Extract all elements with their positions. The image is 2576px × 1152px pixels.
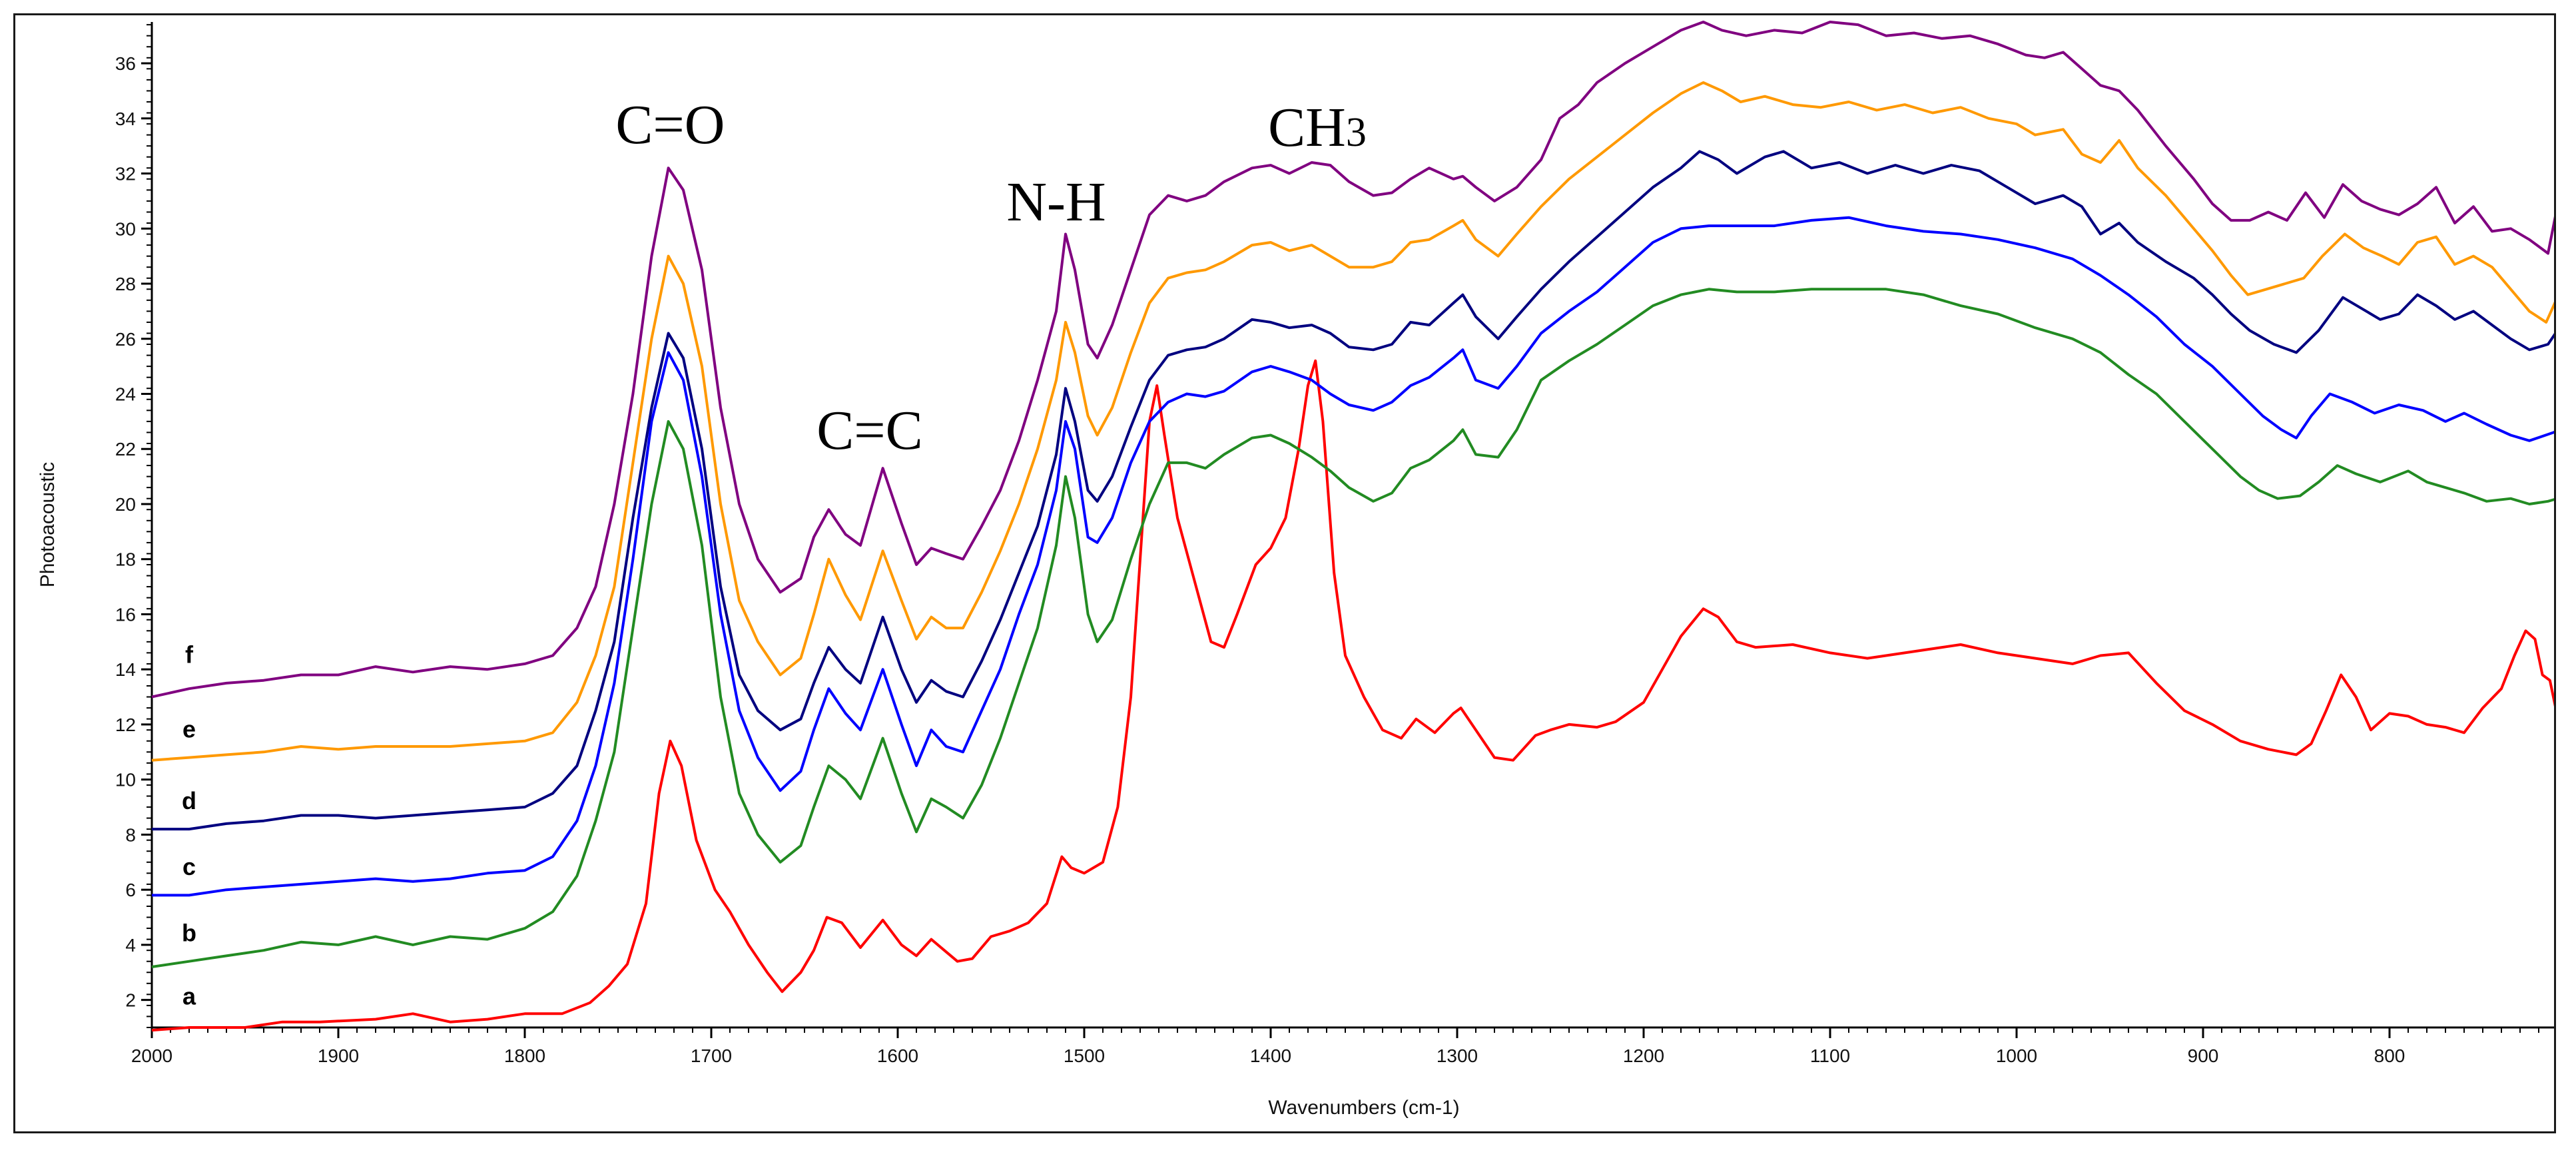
x-tick-label: 1500 <box>1064 1045 1105 1066</box>
y-tick-label: 24 <box>115 384 136 404</box>
x-tick-label: 1200 <box>1623 1045 1664 1066</box>
x-tick-label: 900 <box>2188 1045 2219 1066</box>
x-tick-label: 2000 <box>131 1045 172 1066</box>
peak-annotations: C=O C=C N-H CH3 <box>615 94 1366 461</box>
x-tick-label: 800 <box>2374 1045 2406 1066</box>
series-line-e <box>151 81 2554 762</box>
curve-label-f: f <box>185 641 194 669</box>
y-tick-label: 18 <box>115 549 136 570</box>
series-line-f <box>151 21 2554 699</box>
series-line-b <box>151 288 2554 968</box>
y-tick-label: 4 <box>125 935 136 956</box>
y-tick-label: 30 <box>115 218 136 239</box>
curve-label-b: b <box>182 919 196 946</box>
y-tick-label: 8 <box>125 824 136 845</box>
peak-label-c-c: C=C <box>816 400 922 461</box>
x-tick-label: 1700 <box>691 1045 732 1066</box>
y-tick-label: 22 <box>115 439 136 459</box>
y-tick-label: 36 <box>115 53 136 74</box>
series-line-a <box>151 359 2554 1032</box>
y-tick-label: 14 <box>115 659 136 680</box>
x-axis-title: Wavenumbers (cm-1) <box>1268 1097 1459 1119</box>
x-tick-label: 1100 <box>1810 1045 1850 1066</box>
y-axis-title: Photoacoustic <box>37 462 59 587</box>
curve-labels: a b c d e f <box>182 641 196 1010</box>
x-tick-label: 1300 <box>1437 1045 1478 1066</box>
y-tick-label: 16 <box>115 604 136 625</box>
peak-label-n-h: N-H <box>1006 171 1106 233</box>
series-line-c <box>152 216 2554 897</box>
x-tick-label: 1000 <box>1996 1045 2037 1066</box>
curve-label-a: a <box>182 983 196 1010</box>
y-tick-label: 12 <box>115 715 136 735</box>
x-tick-label: 1400 <box>1250 1045 1291 1066</box>
chart-frame: 2 4 6 8 10 12 14 16 18 20 22 24 26 28 30 32 34 36 2000 1900… <box>13 13 2556 1133</box>
x-tick-label: 1900 <box>318 1045 359 1066</box>
y-tick-label: 6 <box>125 880 136 900</box>
curve-label-e: e <box>182 715 196 742</box>
peak-label-ch3: CH3 <box>1268 97 1367 158</box>
curve-label-c: c <box>182 853 196 880</box>
y-tick-label: 32 <box>115 164 136 184</box>
y-tick-label: 34 <box>115 109 136 129</box>
series-lines <box>151 21 2554 1032</box>
y-tick-label: 2 <box>125 990 136 1011</box>
series-line-d <box>152 150 2554 831</box>
y-tick-label: 28 <box>115 274 136 294</box>
y-tick-label: 26 <box>115 329 136 350</box>
y-tick-label: 10 <box>115 770 136 790</box>
axes <box>151 22 2554 1029</box>
x-tick-label: 1800 <box>504 1045 545 1066</box>
curve-label-d: d <box>182 787 196 814</box>
y-tick-label: 20 <box>115 494 136 515</box>
x-tick-label: 1600 <box>877 1045 918 1066</box>
peak-label-c-o: C=O <box>615 94 725 156</box>
